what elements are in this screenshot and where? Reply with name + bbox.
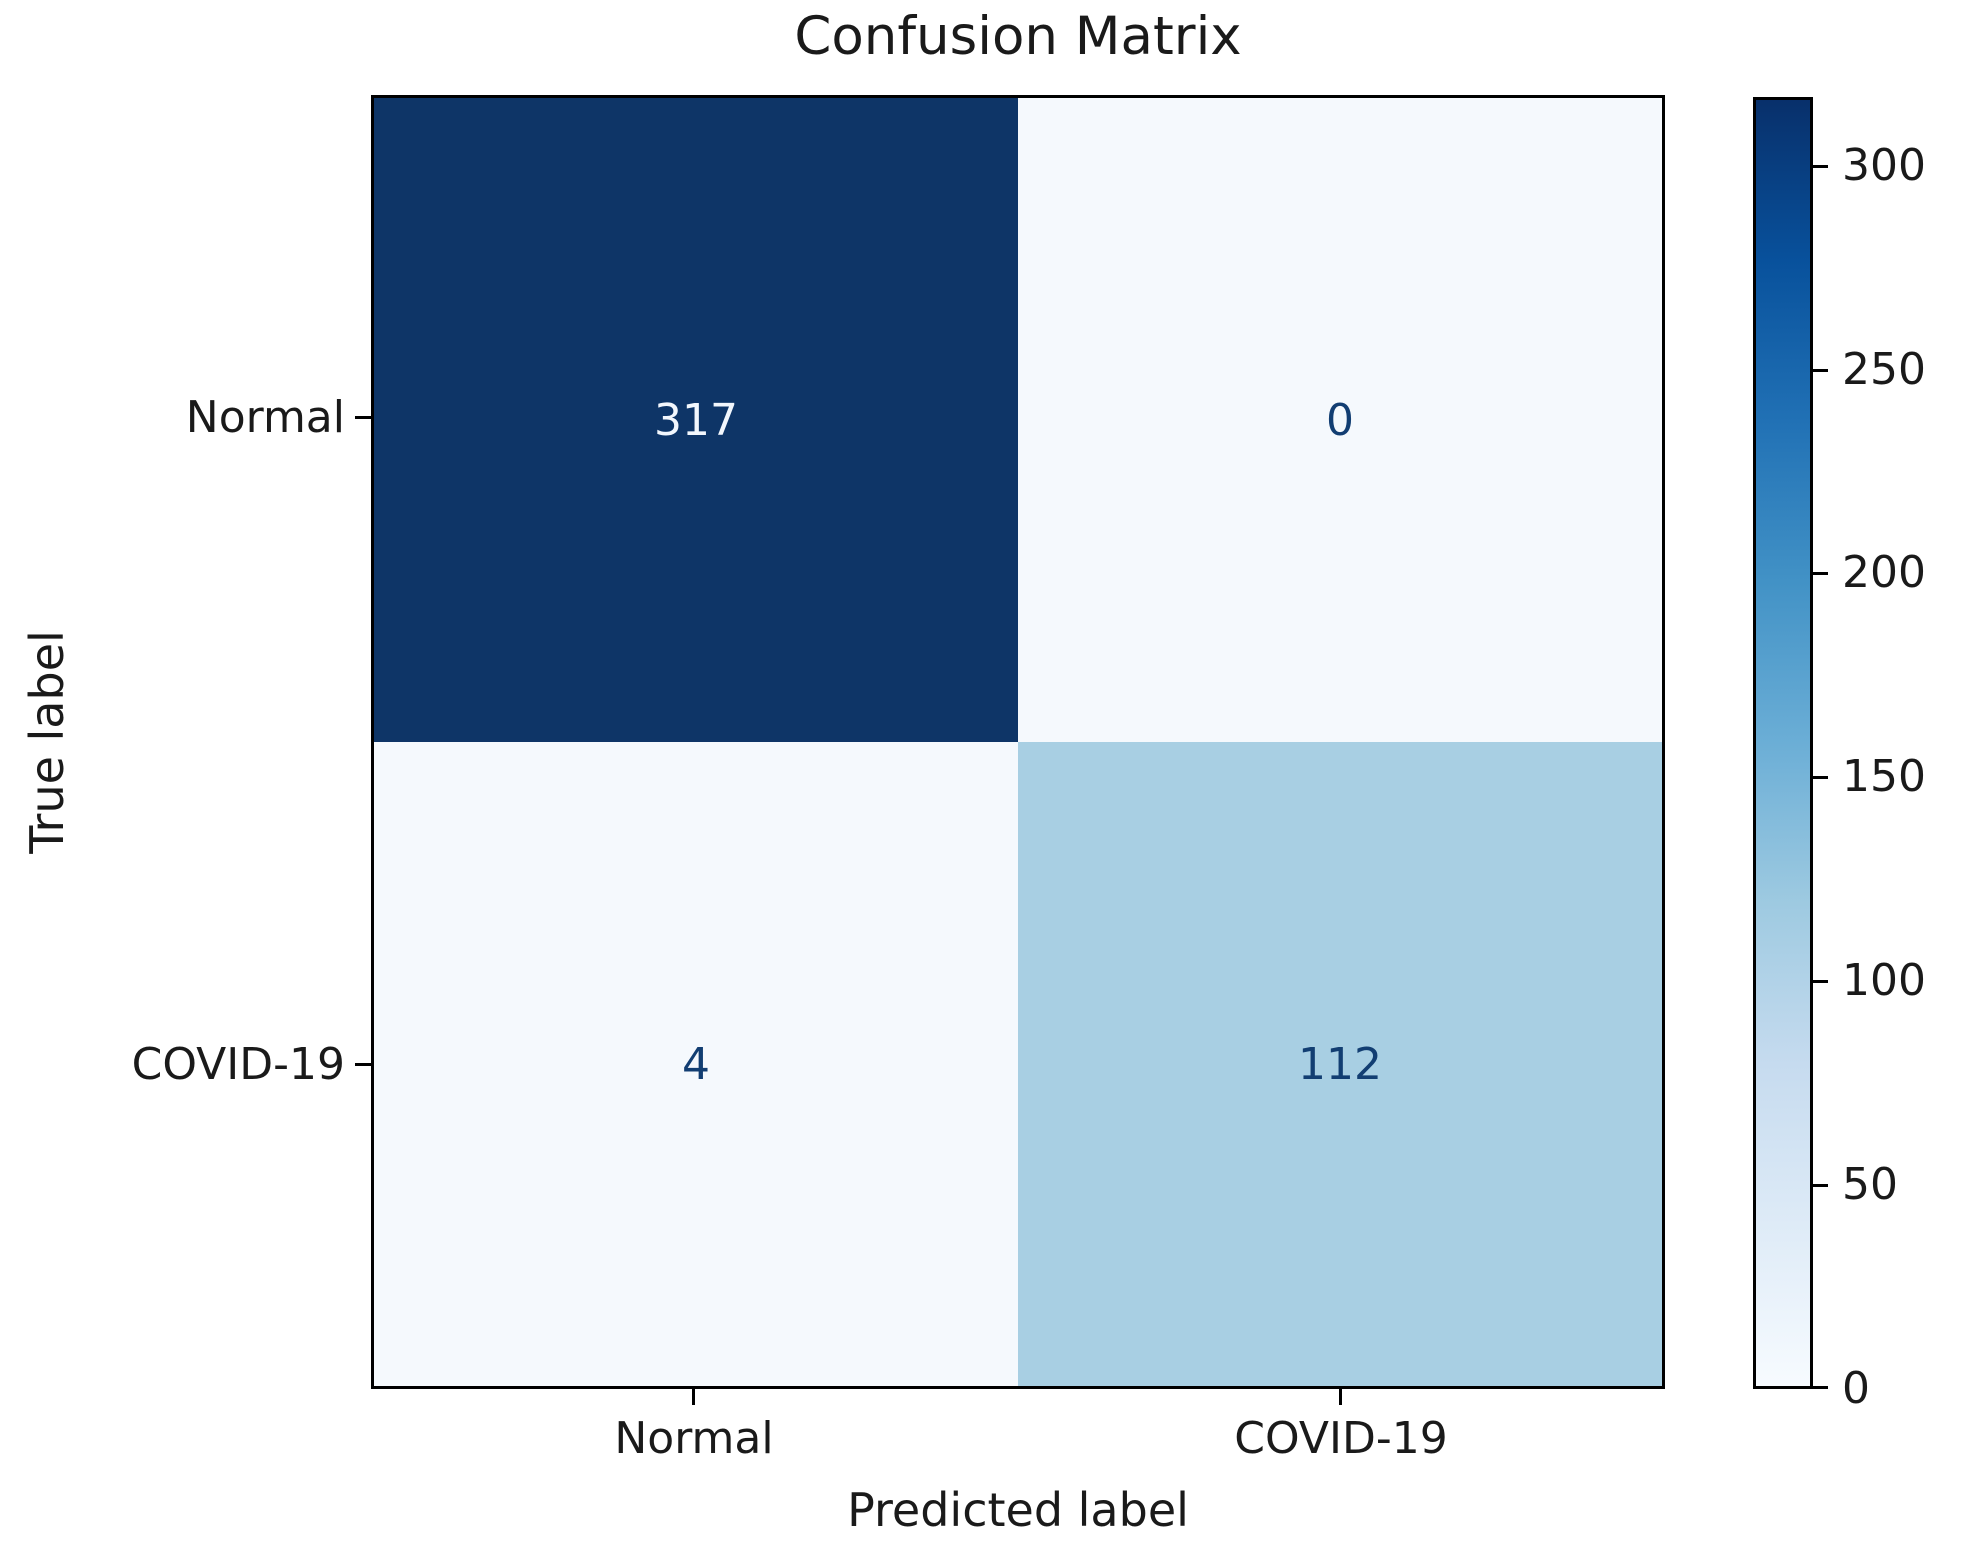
cell-value: 317 [654, 394, 738, 446]
colorbar-tick-0 [1813, 1386, 1828, 1389]
x-tick-label-normal: Normal [614, 1413, 774, 1464]
x-axis-label: Predicted label [847, 1483, 1189, 1537]
y-tick-label-covid19: COVID-19 [131, 1039, 345, 1090]
colorbar-tick-label-0: 0 [1842, 1363, 1870, 1414]
y-axis-tick-normal [355, 416, 371, 419]
colorbar-tick-label-100: 100 [1842, 955, 1926, 1006]
y-tick-label-normal: Normal [185, 392, 345, 443]
y-axis-tick-covid19 [355, 1063, 371, 1066]
colorbar-tick-label-300: 300 [1842, 140, 1926, 191]
x-axis-tick-normal [692, 1389, 695, 1405]
cell-value: 112 [1298, 1038, 1382, 1090]
heatmap-cell-true-covid19-pred-covid19: 112 [1018, 742, 1662, 1386]
heatmap-cell-true-covid19-pred-normal: 4 [374, 742, 1018, 1386]
cell-value: 0 [1326, 394, 1354, 446]
colorbar-tick-label-150: 150 [1842, 751, 1926, 802]
colorbar-tick-150 [1813, 776, 1828, 779]
colorbar-tick-300 [1813, 165, 1828, 168]
x-axis-tick-covid19 [1339, 1389, 1342, 1405]
colorbar-gradient [1753, 97, 1813, 1389]
x-tick-label-covid19: COVID-19 [1234, 1413, 1448, 1464]
colorbar-tick-label-200: 200 [1842, 547, 1926, 598]
cell-value: 4 [682, 1038, 710, 1090]
y-axis-label: True label [20, 630, 74, 854]
chart-title: Confusion Matrix [794, 6, 1242, 67]
heatmap-cell-true-normal-pred-covid19: 0 [1018, 98, 1662, 742]
colorbar-tick-200 [1813, 572, 1828, 575]
colorbar-tick-100 [1813, 980, 1828, 983]
colorbar-tick-label-50: 50 [1842, 1159, 1898, 1210]
colorbar-tick-250 [1813, 369, 1828, 372]
heatmap-cell-true-normal-pred-normal: 317 [374, 98, 1018, 742]
colorbar-tick-label-250: 250 [1842, 344, 1926, 395]
colorbar-tick-50 [1813, 1184, 1828, 1187]
heatmap: 317 0 4 112 [371, 95, 1665, 1389]
